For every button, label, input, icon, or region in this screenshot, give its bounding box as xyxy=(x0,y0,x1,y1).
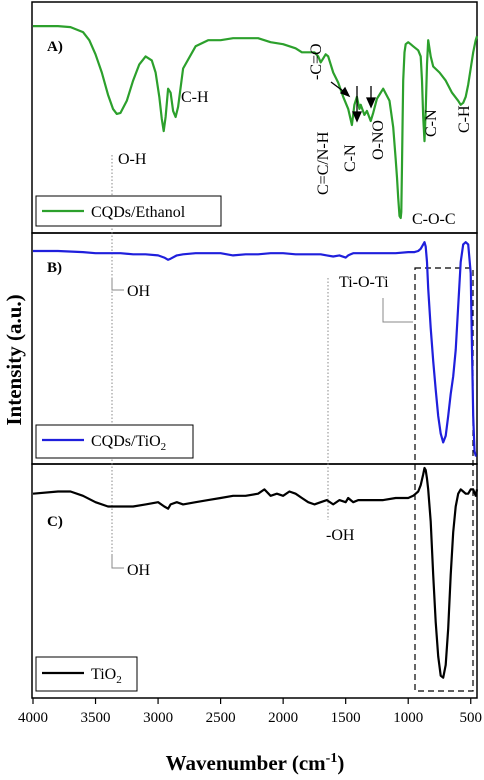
x-tick-label: 1000 xyxy=(393,710,423,726)
x-axis-ticks: 4000 3500 3000 2500 2000 1500 1000 500 xyxy=(18,698,482,726)
annotation-oh-a: O-H xyxy=(118,151,147,168)
x-tick-label: 2000 xyxy=(268,710,298,726)
cqds-ethanol-curve xyxy=(33,25,479,220)
legend-c-text: TiO2 xyxy=(91,666,122,686)
x-tick-label: 3500 xyxy=(81,710,111,726)
panel-c-label: C) xyxy=(47,514,63,530)
legend-b-text: CQDs/TiO2 xyxy=(91,433,166,453)
legend-b-name: CQDs/TiO xyxy=(91,433,161,450)
x-tick-label: 2500 xyxy=(206,710,236,726)
annotation-coc-a: C-O-C xyxy=(412,211,456,228)
annotation-tioti-b: Ti-O-Ti xyxy=(339,274,389,291)
legend-b-sub: 2 xyxy=(161,441,167,453)
x-axis-label-sup: -1 xyxy=(326,751,338,766)
x-tick-label: 500 xyxy=(459,710,482,726)
panel-b-label: B) xyxy=(47,260,62,276)
legend-c-sub: 2 xyxy=(116,674,122,686)
cqds-tio2-curve xyxy=(33,241,477,457)
annotation-ch2-a: C-H xyxy=(456,105,473,133)
oh-pointer-c xyxy=(111,555,124,569)
x-axis-label: Wavenumber (cm-1) xyxy=(166,751,345,775)
legend-a-text: CQDs/Ethanol xyxy=(91,204,186,221)
x-axis-label-main: Wavenumber (cm xyxy=(166,751,327,775)
oh-pointer-b xyxy=(111,278,124,291)
annotation-ono-a: O-NO xyxy=(370,120,387,160)
panel-c-frame xyxy=(31,463,478,699)
legend-c-name: TiO xyxy=(91,666,116,683)
x-tick-label: 4000 xyxy=(18,710,48,726)
annotation-ccnh-a: C=C/N-H xyxy=(315,131,332,195)
annotation-cn2-a: C-N xyxy=(423,109,440,137)
annotation-ch-a: C-H xyxy=(181,89,209,106)
tioti-highlight-box xyxy=(414,267,474,692)
x-tick-label: 1500 xyxy=(331,710,361,726)
y-axis-label: Intensity (a.u.) xyxy=(2,294,26,425)
legend-b-box xyxy=(35,424,194,459)
tio2-curve xyxy=(32,466,479,679)
annotation-oh-b: OH xyxy=(127,283,151,300)
annotation-cn-a: C-N xyxy=(342,144,359,172)
arrow-icon xyxy=(330,81,377,123)
annotation-oh-c1: OH xyxy=(127,562,151,579)
x-tick-label: 3000 xyxy=(143,710,173,726)
x-axis-label-end: ) xyxy=(337,751,344,775)
annotation-oh-c2: -OH xyxy=(326,527,355,544)
panel-a-label: A) xyxy=(47,39,63,55)
tioti-pointer xyxy=(382,298,413,323)
annotation-co-a: -C=O xyxy=(308,43,325,80)
